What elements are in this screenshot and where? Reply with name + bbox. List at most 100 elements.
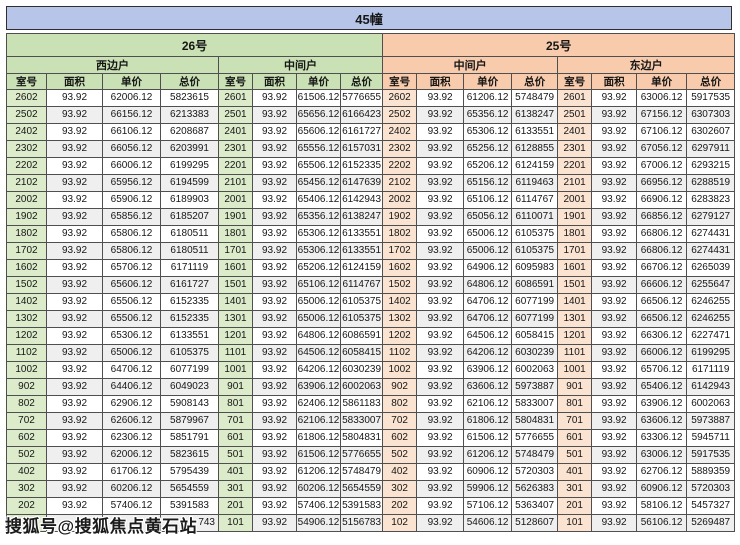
value-cell: 6147639	[339, 174, 384, 192]
value-cell: 58106.12	[636, 497, 688, 515]
value-cell: 65106.12	[296, 276, 341, 294]
value-cell: 93.92	[46, 446, 103, 464]
value-cell: 5654559	[339, 480, 384, 498]
room-number-cell: 1702	[382, 242, 418, 260]
room-number-cell: 902	[6, 378, 47, 396]
value-cell: 57406.12	[296, 497, 341, 515]
table-row: 402 93.92 61706.12 5795439 401 93.92 61206.12 5…	[6, 463, 736, 481]
room-number-cell: 2402	[382, 123, 418, 141]
room-number-cell: 601	[557, 429, 593, 447]
value-cell: 93.92	[416, 497, 465, 515]
value-cell: 5823615	[160, 89, 219, 107]
value-cell: 63606.12	[636, 412, 688, 430]
value-cell: 93.92	[416, 344, 465, 362]
room-number-cell: 1702	[6, 242, 47, 260]
value-cell: 5917535	[686, 89, 736, 107]
value-cell: 6138247	[339, 208, 384, 226]
value-cell: 66056.12	[102, 140, 161, 158]
value-cell: 62106.12	[296, 412, 341, 430]
room-number-cell: 1302	[382, 310, 418, 328]
value-cell: 93.92	[416, 106, 465, 124]
value-cell: 93.92	[46, 259, 103, 277]
value-cell: 93.92	[46, 463, 103, 481]
value-cell: 93.92	[591, 395, 638, 413]
table-row: 602 93.92 62306.12 5851791 601 93.92 61806.12 5…	[6, 429, 736, 447]
room-number-cell: 1502	[382, 276, 418, 294]
value-cell: 93.92	[591, 378, 638, 396]
value-cell: 93.92	[591, 174, 638, 192]
value-cell: 6133551	[339, 225, 384, 243]
room-number-cell: 1101	[218, 344, 253, 362]
value-cell: 93.92	[252, 191, 297, 209]
value-cell: 65006.12	[296, 310, 341, 328]
value-cell: 65456.12	[296, 174, 341, 192]
room-number-cell: 902	[382, 378, 418, 396]
table-row: 802 93.92 62906.12 5908143 801 93.92 62406.12 5…	[6, 395, 736, 413]
value-cell: 93.92	[46, 106, 103, 124]
value-cell: 67106.12	[636, 123, 688, 141]
value-cell: 93.92	[591, 140, 638, 158]
value-cell: 65006.12	[102, 344, 161, 362]
value-cell: 63906.12	[463, 361, 513, 379]
value-cell: 93.92	[416, 412, 465, 430]
value-cell: 65706.12	[636, 361, 688, 379]
value-cell: 61206.12	[463, 89, 513, 107]
value-cell: 6077199	[511, 310, 559, 328]
col-area-header: 面积	[46, 73, 103, 90]
value-cell: 65306.12	[296, 225, 341, 243]
value-cell: 93.92	[46, 344, 103, 362]
value-cell: 93.92	[591, 497, 638, 515]
room-number-cell: 2201	[218, 157, 253, 175]
room-number-cell: 102	[382, 514, 418, 532]
value-cell: 6124159	[511, 157, 559, 175]
value-cell: 62706.12	[636, 463, 688, 481]
value-cell: 6189903	[160, 191, 219, 209]
value-cell: 6124159	[339, 259, 384, 277]
room-number-cell: 2102	[382, 174, 418, 192]
table-row: 502 93.92 62006.12 5823615 501 93.92 61506.12 5…	[6, 446, 736, 464]
value-cell: 93.92	[46, 361, 103, 379]
value-cell: 66506.12	[636, 293, 688, 311]
value-cell: 93.92	[591, 514, 638, 532]
room-number-cell: 502	[382, 446, 418, 464]
value-cell: 6265039	[686, 259, 736, 277]
value-cell: 64206.12	[463, 344, 513, 362]
room-number-cell: 2602	[6, 89, 47, 107]
value-cell: 6133551	[511, 123, 559, 141]
value-cell: 5889359	[686, 463, 736, 481]
room-number-cell: 1401	[557, 293, 593, 311]
value-cell: 5363407	[511, 497, 559, 515]
value-cell: 6114767	[339, 276, 384, 294]
value-cell: 62906.12	[102, 395, 161, 413]
value-cell: 6142943	[686, 378, 736, 396]
value-cell: 6152335	[160, 293, 219, 311]
value-cell: 5973887	[511, 378, 559, 396]
table-row: 1502 93.92 65606.12 6161727 1501 93.92 65106.1…	[6, 276, 736, 294]
value-cell: 93.92	[252, 242, 297, 260]
col-unitprice-header: 单价	[636, 73, 688, 90]
value-cell: 93.92	[591, 361, 638, 379]
column-header-row: 室号 面积 单价 总价 室号 面积 单价 总价 室号 面积 单价 总价 室号 面…	[6, 73, 736, 90]
value-cell: 6161727	[160, 276, 219, 294]
value-cell: 5720303	[511, 463, 559, 481]
value-cell: 93.92	[46, 293, 103, 311]
value-cell: 62306.12	[102, 429, 161, 447]
value-cell: 6274431	[686, 225, 736, 243]
value-cell: 93.92	[252, 259, 297, 277]
room-number-cell: 502	[6, 446, 47, 464]
value-cell: 57106.12	[463, 497, 513, 515]
value-cell: 64706.12	[102, 361, 161, 379]
value-cell: 93.92	[416, 293, 465, 311]
value-cell: 93.92	[252, 123, 297, 141]
value-cell: 93.92	[46, 276, 103, 294]
room-number-cell: 2502	[382, 106, 418, 124]
value-cell: 93.92	[416, 463, 465, 481]
room-number-cell: 1701	[218, 242, 253, 260]
value-cell: 6105375	[339, 293, 384, 311]
value-cell: 93.92	[416, 140, 465, 158]
value-cell: 93.92	[591, 123, 638, 141]
value-cell: 93.92	[46, 225, 103, 243]
value-cell: 6110071	[511, 208, 559, 226]
room-number-cell: 2302	[382, 140, 418, 158]
value-cell: 5795439	[160, 463, 219, 481]
